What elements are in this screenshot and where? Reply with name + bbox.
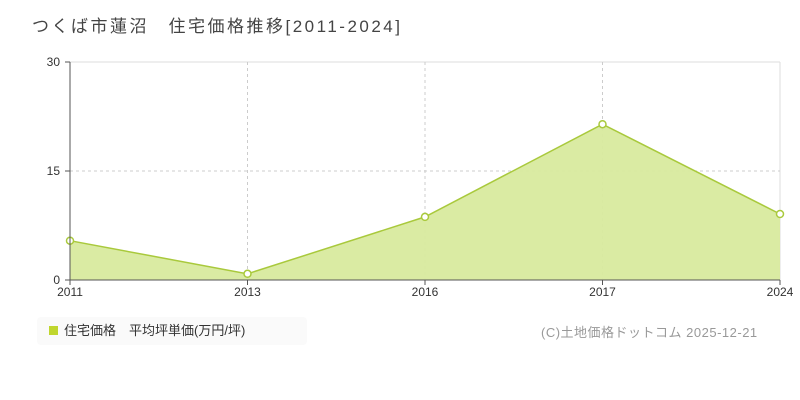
svg-text:15: 15	[47, 164, 61, 178]
svg-text:2016: 2016	[412, 285, 439, 299]
svg-text:2017: 2017	[589, 285, 616, 299]
svg-text:2024: 2024	[767, 285, 794, 299]
svg-text:2013: 2013	[234, 285, 261, 299]
svg-text:30: 30	[47, 55, 61, 69]
svg-text:2011: 2011	[57, 285, 83, 299]
